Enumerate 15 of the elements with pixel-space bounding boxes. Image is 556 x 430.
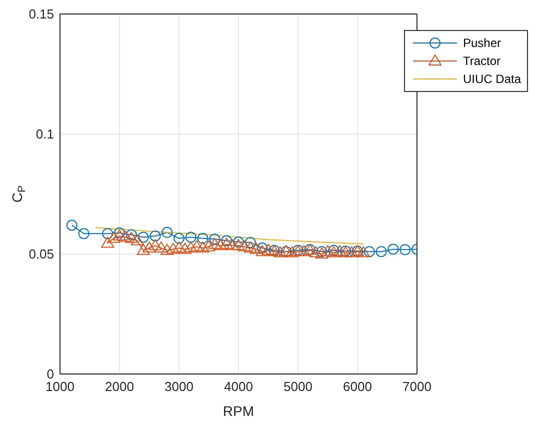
legend-label: UIUC Data bbox=[462, 72, 521, 86]
x-tick-label: 2000 bbox=[105, 379, 134, 394]
legend-label: Pusher bbox=[462, 36, 502, 50]
x-axis-title: RPM bbox=[222, 403, 254, 419]
y-tick-label: 0.15 bbox=[28, 6, 54, 22]
x-tick-label: 7000 bbox=[402, 379, 432, 394]
x-tick-label: 6000 bbox=[343, 379, 372, 394]
legend-label: Tractor bbox=[462, 54, 501, 68]
x-tick-label: 4000 bbox=[224, 379, 253, 394]
y-tick-label: 0.1 bbox=[36, 126, 54, 142]
x-tick-label: 5000 bbox=[284, 379, 312, 394]
y-tick-label: 0.05 bbox=[28, 246, 54, 262]
y-tick-label: 0 bbox=[46, 366, 54, 382]
x-tick-label: 3000 bbox=[164, 379, 194, 394]
x-tick-label: 1000 bbox=[46, 379, 74, 394]
